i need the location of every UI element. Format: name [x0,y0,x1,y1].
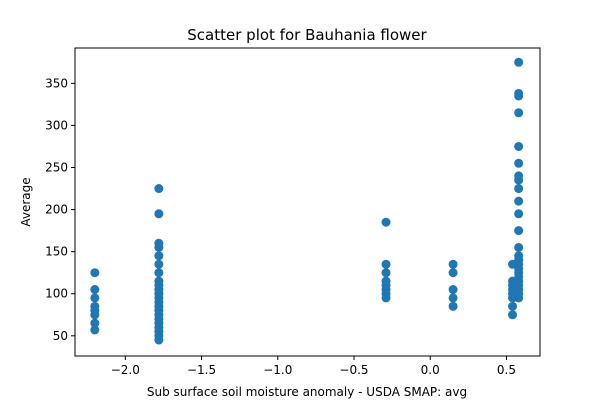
x-tick-label: −1.5 [187,363,216,377]
scatter-point [448,285,458,295]
x-tick-label: 0.0 [421,363,440,377]
scatter-point [514,242,524,252]
y-tick-label: 350 [45,76,68,90]
scatter-point [154,209,164,219]
scatter-point [381,276,391,286]
scatter-point [514,171,524,181]
scatter-point [508,310,518,320]
data-points [90,57,524,345]
scatter-point [381,268,391,278]
scatter-point [514,184,524,194]
scatter-point [514,226,524,236]
scatter-point [514,88,524,98]
scatter-point [514,57,524,67]
scatter-point [514,251,524,261]
y-tick-label: 150 [45,245,68,259]
scatter-point [154,184,164,194]
scatter-point [90,325,100,335]
x-tick-label: −2.0 [111,363,140,377]
scatter-point [448,293,458,303]
scatter-point [381,217,391,227]
scatter-point [448,301,458,311]
y-tick-label: 50 [53,329,68,343]
scatter-point [154,238,164,248]
scatter-point [154,276,164,286]
scatter-point [514,108,524,118]
axes-frame [74,47,541,357]
scatter-point [90,301,100,311]
x-tick-label: −1.0 [263,363,292,377]
scatter-point [514,196,524,206]
scatter-point [90,268,100,278]
scatter-point [514,209,524,219]
x-axis-label: Sub surface soil moisture anomaly - USDA… [147,385,467,399]
y-axis-label: Average [19,177,33,226]
scatter-point [514,158,524,168]
scatter-point [90,293,100,303]
y-tick-label: 100 [45,287,68,301]
y-axis-ticks: 50 100 150 200 250 300 350 [45,76,75,343]
scatter-point [154,251,164,261]
chart-title: Scatter plot for Bauhania flower [187,26,427,44]
x-tick-label: 0.5 [497,363,516,377]
y-tick-label: 300 [45,118,68,132]
scatter-point [514,141,524,151]
scatter-point [448,259,458,269]
scatter-point [508,301,518,311]
scatter-point [154,259,164,269]
y-tick-label: 200 [45,203,68,217]
scatter-point [448,268,458,278]
scatter-point [154,268,164,278]
y-tick-label: 250 [45,160,68,174]
scatter-point [381,259,391,269]
scatter-point [90,285,100,295]
x-tick-label: −0.5 [339,363,368,377]
scatter-point [90,318,100,328]
x-axis-ticks: −2.0 −1.5 −1.0 −0.5 0.0 0.5 [111,356,516,377]
